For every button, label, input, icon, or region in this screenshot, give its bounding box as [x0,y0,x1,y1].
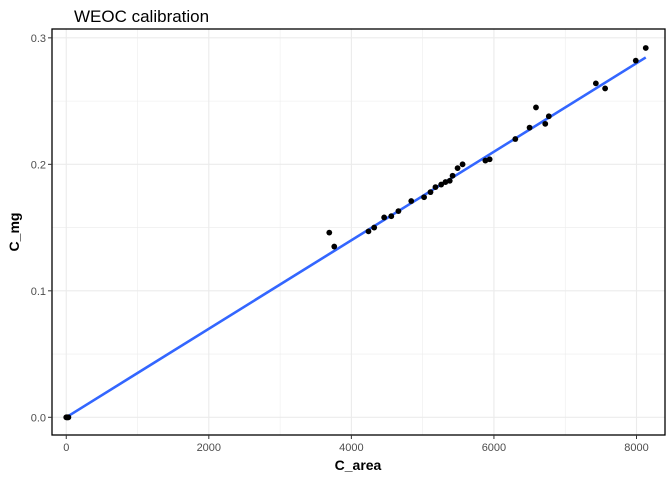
data-point [331,243,338,250]
y-tick-label: 0.1 [31,286,46,298]
data-point [602,85,609,92]
data-point [326,229,333,236]
data-point [446,177,453,184]
y-axis-title: C_mg [6,213,22,252]
y-tick-label: 0.0 [31,412,46,424]
y-tick-label: 0.2 [31,159,46,171]
data-point [454,165,461,172]
grid-minor [52,29,665,435]
data-point [371,224,378,231]
plot-panel [52,29,665,435]
data-point [427,189,434,196]
data-point [592,80,599,87]
data-point [421,194,427,201]
x-tick-label: 0 [63,442,69,454]
x-tick-label: 4000 [339,442,363,454]
data-point [545,113,552,120]
x-tick-label: 8000 [624,442,648,454]
y-tick-label: 0.3 [31,33,46,45]
data-point [388,213,395,220]
data-point [542,120,549,127]
data-point [65,414,72,421]
data-point [632,57,639,64]
data-point [438,181,445,188]
data-point [449,172,456,179]
data-point [459,161,466,168]
data-point [526,124,533,131]
data-point [365,228,372,235]
x-tick-label: 2000 [197,442,221,454]
grid-major [52,29,665,435]
points-layer [63,45,649,421]
x-axis-title: C_area [335,457,382,473]
panel-border [51,28,666,436]
data-point [533,104,539,111]
chart-title: WEOC calibration [74,7,209,26]
x-axis: 0 2000 4000 6000 8000 [63,435,649,454]
data-point [381,214,388,221]
data-point [432,184,439,190]
data-point [408,198,415,204]
y-axis: 0.0 0.1 0.2 0.3 [31,33,52,424]
data-point [512,136,519,142]
x-tick-label: 6000 [482,442,506,454]
data-point [486,156,493,163]
data-point [642,45,649,51]
data-point [395,208,402,215]
